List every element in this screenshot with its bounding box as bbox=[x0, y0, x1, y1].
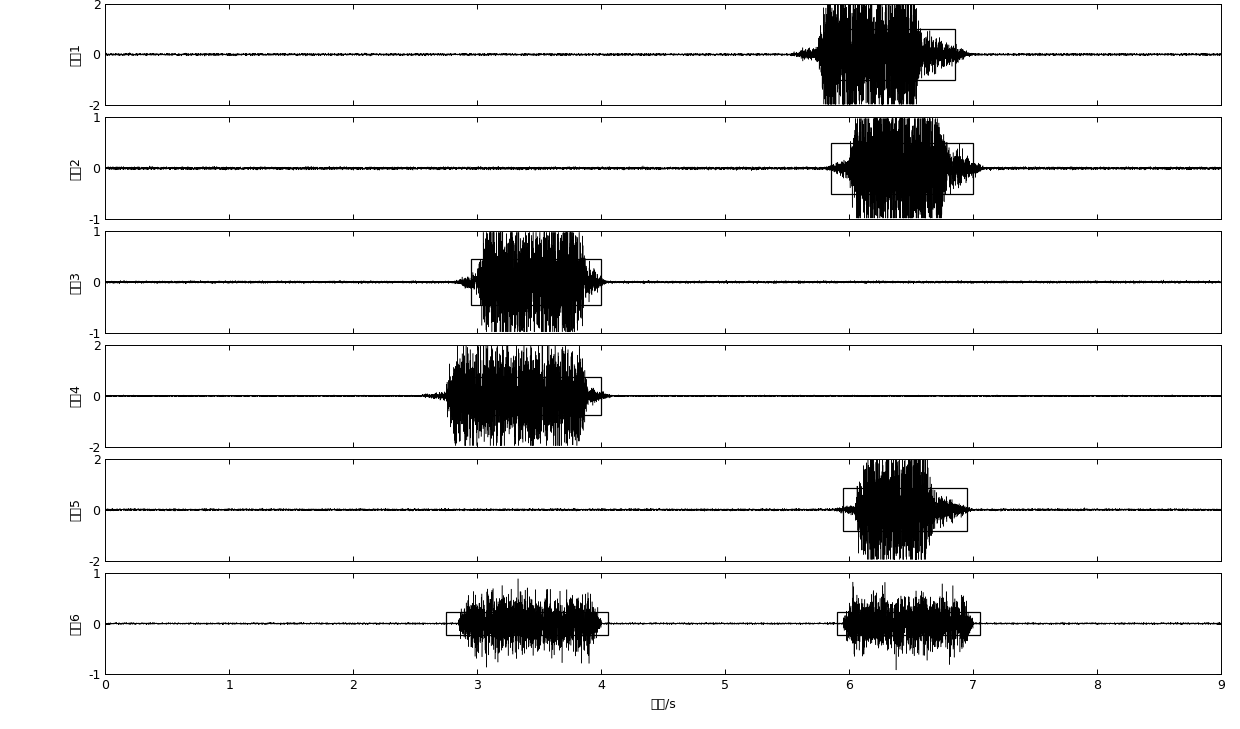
Bar bbox=[471, 260, 601, 305]
Y-axis label: 通道4: 通道4 bbox=[69, 384, 83, 408]
Y-axis label: 通道2: 通道2 bbox=[69, 157, 83, 180]
Bar bbox=[831, 29, 955, 80]
X-axis label: 时间/s: 时间/s bbox=[651, 698, 676, 711]
Y-axis label: 通道5: 通道5 bbox=[69, 498, 83, 521]
Y-axis label: 通道6: 通道6 bbox=[69, 612, 83, 635]
Y-axis label: 通道1: 通道1 bbox=[69, 43, 83, 66]
Bar bbox=[843, 488, 967, 531]
Bar bbox=[471, 377, 601, 415]
Bar bbox=[446, 612, 608, 635]
Bar bbox=[831, 143, 973, 194]
Bar bbox=[837, 612, 980, 635]
Y-axis label: 通道3: 通道3 bbox=[69, 270, 83, 294]
